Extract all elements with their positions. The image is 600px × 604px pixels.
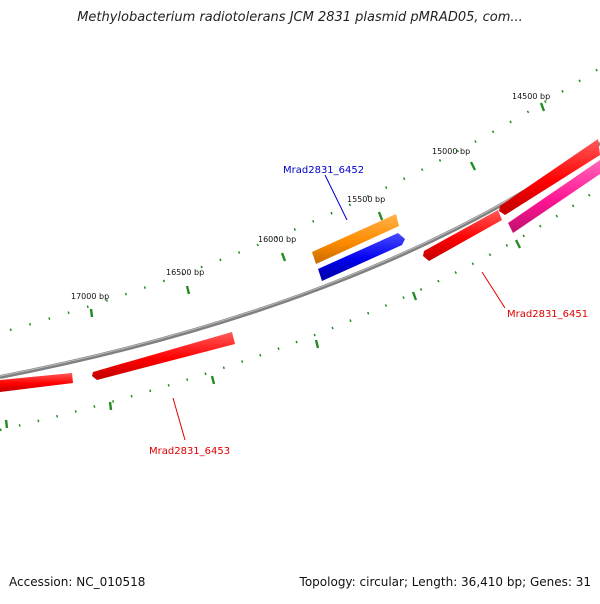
- major-ticks-outer: [89, 102, 546, 318]
- tick-label-16000: 16000 bp: [258, 235, 296, 244]
- gene-feature-orange[interactable]: [312, 214, 399, 264]
- callout-line-6453: [172, 397, 186, 441]
- gene-feature-pink[interactable]: [508, 160, 600, 233]
- gene-label-mrad2831-6452[interactable]: Mrad2831_6452: [283, 165, 364, 176]
- gene-label-mrad2831-6451[interactable]: Mrad2831_6451: [507, 309, 588, 320]
- tick-label-17000: 17000 bp: [71, 292, 109, 301]
- callout-line-6452: [324, 174, 348, 221]
- gene-label-mrad2831-6453[interactable]: Mrad2831_6453: [149, 446, 230, 457]
- accession-text: Accession: NC_010518: [9, 575, 146, 589]
- gene-feature-red-left-edge[interactable]: [0, 373, 73, 392]
- gene-feature-mrad2831-6453[interactable]: [92, 332, 235, 380]
- gene-feature-red-upper-right[interactable]: [499, 139, 600, 215]
- tick-label-16500: 16500 bp: [166, 268, 204, 277]
- plasmid-backbone-highlight: [0, 141, 600, 377]
- plasmid-backbone: [0, 141, 600, 379]
- major-ticks-inner: [4, 239, 522, 429]
- tick-labels: 14500 bp 15000 bp 15500 bp 16000 bp 1650…: [71, 92, 550, 301]
- tick-label-15500: 15500 bp: [347, 195, 385, 204]
- gene-feature-mrad2831-6451[interactable]: [423, 210, 502, 261]
- tick-label-14500: 14500 bp: [512, 92, 550, 101]
- tick-label-15000: 15000 bp: [432, 147, 470, 156]
- gene-feature-mrad2831-6452[interactable]: [318, 233, 405, 281]
- topology-summary-text: Topology: circular; Length: 36,410 bp; G…: [299, 575, 591, 589]
- map-title: Methylobacterium radiotolerans JCM 2831 …: [77, 10, 523, 25]
- callout-line-6451: [481, 271, 506, 309]
